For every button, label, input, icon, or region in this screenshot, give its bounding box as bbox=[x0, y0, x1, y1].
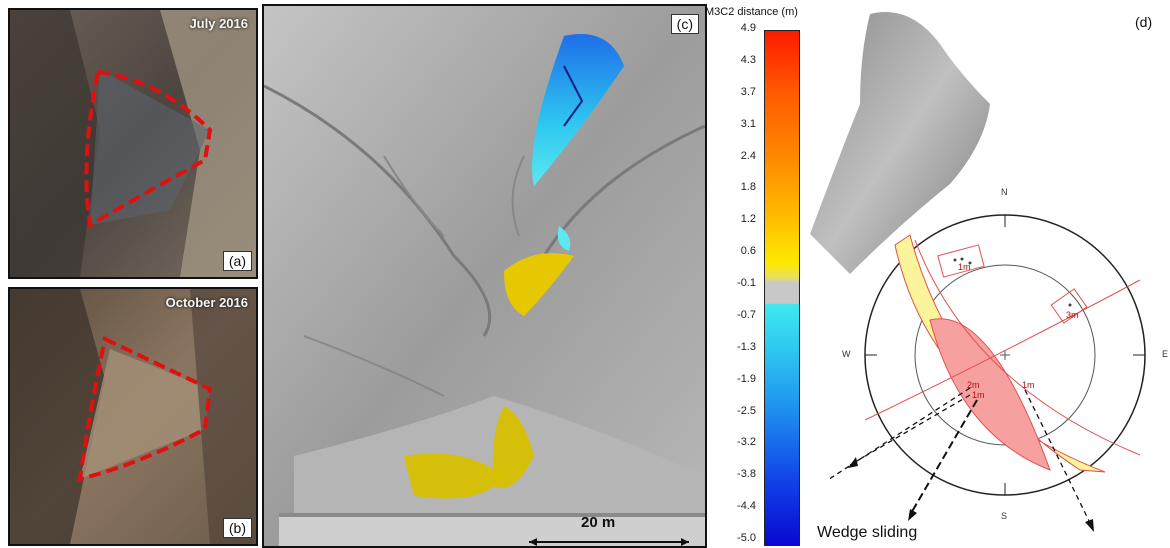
wedge-sliding-caption: Wedge sliding bbox=[817, 524, 918, 541]
photo-panel-b: October 2016 (b) bbox=[8, 287, 258, 546]
compass-east: E bbox=[1162, 349, 1169, 359]
pole-label-2: 3m bbox=[1066, 310, 1079, 320]
stereonet: 1m 3m 2m 1m 1m bbox=[830, 214, 1146, 532]
colorbar-tick: 2.4 bbox=[740, 149, 756, 162]
loss-zone-blue bbox=[532, 34, 624, 186]
outline-dashed-a bbox=[84, 69, 213, 229]
colorbar-tick: 3.7 bbox=[740, 85, 756, 98]
panel-a-title: July 2016 bbox=[189, 16, 248, 31]
colorbar-tick: -5.0 bbox=[737, 532, 756, 544]
pole-label-4: 1m bbox=[1022, 380, 1035, 390]
compass-south: S bbox=[1001, 511, 1008, 521]
gain-zone-yellow bbox=[504, 253, 574, 316]
panel-b-label: (b) bbox=[222, 518, 252, 538]
photo-october-2016 bbox=[10, 289, 256, 544]
colorbar-tick: 3.1 bbox=[740, 117, 756, 130]
outline-dashed-b bbox=[77, 336, 213, 482]
scale-bar-label: 20 m bbox=[581, 514, 616, 531]
mesh-panel-c: (c) bbox=[262, 4, 707, 548]
compass-north: N bbox=[1001, 187, 1008, 197]
colorbar-tick: -1.3 bbox=[737, 340, 756, 353]
panel-b-title: October 2016 bbox=[165, 295, 248, 310]
panel-c-label: (c) bbox=[670, 14, 699, 34]
colorbar-tick: 4.3 bbox=[740, 53, 756, 66]
pole-label-1: 1m bbox=[958, 262, 971, 272]
panel-a-label: (a) bbox=[222, 251, 252, 271]
pole-label-3: 2m bbox=[967, 380, 980, 390]
colorbar-tick: -3.2 bbox=[737, 436, 756, 449]
colorbar-tick: 4.9 bbox=[740, 22, 756, 34]
colorbar-tick: 1.8 bbox=[740, 181, 756, 194]
colorbar-tick: -0.7 bbox=[737, 308, 756, 321]
colorbar bbox=[764, 30, 800, 546]
photo-july-2016 bbox=[10, 10, 256, 277]
colorbar-tick: -3.8 bbox=[737, 468, 756, 481]
m3c2-mesh-render bbox=[264, 6, 705, 546]
photo-panel-a: July 2016 (a) bbox=[8, 8, 258, 279]
colorbar-tick: 1.2 bbox=[740, 213, 756, 226]
colorbar-tick: -4.4 bbox=[737, 500, 756, 513]
colorbar-tick: 0.6 bbox=[740, 245, 756, 258]
colorbar-tick: -0.1 bbox=[737, 277, 756, 289]
colorbar-tick: -1.9 bbox=[737, 372, 756, 385]
colorbar-tick: -2.5 bbox=[737, 404, 756, 417]
block-mesh-render bbox=[810, 12, 990, 274]
pole-label-5: 1m bbox=[972, 390, 985, 400]
panel-d-label: (d) bbox=[1135, 14, 1153, 30]
compass-west: W bbox=[842, 349, 851, 359]
colorbar-title: M3C2 distance (m) bbox=[705, 6, 798, 18]
